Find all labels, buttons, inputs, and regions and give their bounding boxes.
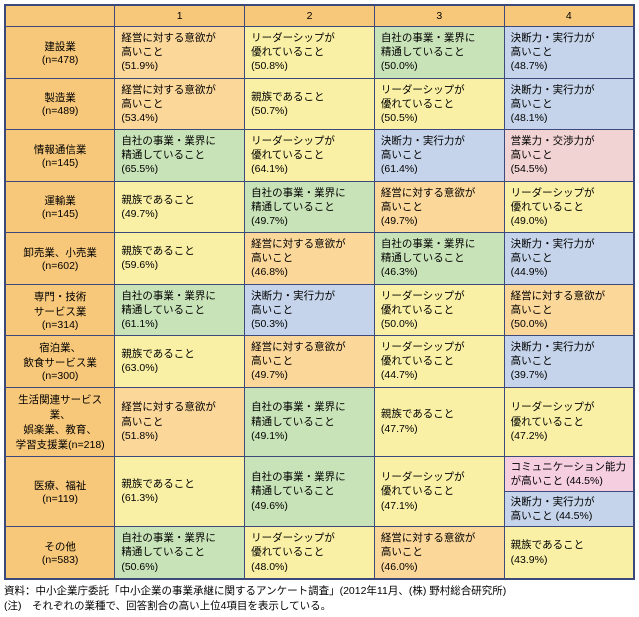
col-header-3: 3 xyxy=(374,5,504,27)
table-row: 運輸業 (n=145)親族であること (49.7%)自社の事業・業界に 精通して… xyxy=(5,181,634,233)
data-cell: 経営に対する意欲が 高いこと (46.8%) xyxy=(245,233,375,285)
table-row: 卸売業、小売業 (n=602)親族であること (59.6%)経営に対する意欲が … xyxy=(5,233,634,285)
data-cell: 決断力・実行力が 高いこと (48.7%) xyxy=(504,27,634,79)
row-header: 専門・技術 サービス業 (n=314) xyxy=(5,284,115,336)
col-header-1: 1 xyxy=(115,5,245,27)
data-cell: リーダーシップが 優れていること (44.7%) xyxy=(374,336,504,388)
data-cell: 決断力・実行力が 高いこと (48.1%) xyxy=(504,78,634,130)
data-cell: 自社の事業・業界に 精通していること (65.5%) xyxy=(115,130,245,182)
row-header: 宿泊業、 飲食サービス業 (n=300) xyxy=(5,336,115,388)
data-cell: 親族であること (61.3%) xyxy=(115,456,245,527)
row-header: 運輸業 (n=145) xyxy=(5,181,115,233)
data-cell: 決断力・実行力が 高いこと (39.7%) xyxy=(504,336,634,388)
data-cell: 自社の事業・業界に 精通していること (61.1%) xyxy=(115,284,245,336)
table-row: 宿泊業、 飲食サービス業 (n=300)親族であること (63.0%)経営に対す… xyxy=(5,336,634,388)
table-row: 専門・技術 サービス業 (n=314)自社の事業・業界に 精通していること (6… xyxy=(5,284,634,336)
data-cell: リーダーシップが 優れていること (47.2%) xyxy=(504,387,634,456)
data-cell: コミュニケーション能力 が高いこと (44.5%)決断力・実行力が 高いこと (… xyxy=(504,456,634,527)
data-cell: 決断力・実行力が 高いこと (44.9%) xyxy=(504,233,634,285)
row-header: 卸売業、小売業 (n=602) xyxy=(5,233,115,285)
data-cell: リーダーシップが 優れていること (47.1%) xyxy=(374,456,504,527)
data-cell: リーダーシップが 優れていること (50.8%) xyxy=(245,27,375,79)
data-cell: リーダーシップが 優れていること (64.1%) xyxy=(245,130,375,182)
row-header: 医療、福祉 (n=119) xyxy=(5,456,115,527)
data-cell: 経営に対する意欲が 高いこと (51.9%) xyxy=(115,27,245,79)
data-cell: 親族であること (50.7%) xyxy=(245,78,375,130)
row-header: 生活関連サービス業、 娯楽業、教育、 学習支援業(n=218) xyxy=(5,387,115,456)
data-cell: 決断力・実行力が 高いこと (50.3%) xyxy=(245,284,375,336)
data-cell: 親族であること (49.7%) xyxy=(115,181,245,233)
data-cell: リーダーシップが 優れていること (50.0%) xyxy=(374,284,504,336)
data-cell: 営業力・交渉力が 高いこと (54.5%) xyxy=(504,130,634,182)
data-cell: 親族であること (47.7%) xyxy=(374,387,504,456)
data-cell: リーダーシップが 優れていること (50.5%) xyxy=(374,78,504,130)
data-cell: 経営に対する意欲が 高いこと (49.7%) xyxy=(245,336,375,388)
table-row: 製造業 (n=489)経営に対する意欲が 高いこと (53.4%)親族であること… xyxy=(5,78,634,130)
table-row: 建設業 (n=478)経営に対する意欲が 高いこと (51.9%)リーダーシップ… xyxy=(5,27,634,79)
data-cell: 親族であること (63.0%) xyxy=(115,336,245,388)
table-row: 医療、福祉 (n=119)親族であること (61.3%)自社の事業・業界に 精通… xyxy=(5,456,634,527)
data-cell: 親族であること (59.6%) xyxy=(115,233,245,285)
data-cell: リーダーシップが 優れていること (49.0%) xyxy=(504,181,634,233)
data-cell: 決断力・実行力が 高いこと (61.4%) xyxy=(374,130,504,182)
data-cell: 経営に対する意欲が 高いこと (49.7%) xyxy=(374,181,504,233)
row-header: 製造業 (n=489) xyxy=(5,78,115,130)
data-cell: 自社の事業・業界に 精通していること (49.7%) xyxy=(245,181,375,233)
table-row: 情報通信業 (n=145)自社の事業・業界に 精通していること (65.5%)リ… xyxy=(5,130,634,182)
row-header: 建設業 (n=478) xyxy=(5,27,115,79)
data-cell: 自社の事業・業界に 精通していること (49.6%) xyxy=(245,456,375,527)
data-cell: 経営に対する意欲が 高いこと (53.4%) xyxy=(115,78,245,130)
data-cell: 経営に対する意欲が 高いこと (50.0%) xyxy=(504,284,634,336)
data-cell: 自社の事業・業界に 精通していること (46.3%) xyxy=(374,233,504,285)
table-footnote: 資料：中小企業庁委託「中小企業の事業承継に関するアンケート調査」(2012年11… xyxy=(4,584,635,613)
col-header-2: 2 xyxy=(245,5,375,27)
row-header: 情報通信業 (n=145) xyxy=(5,130,115,182)
industry-ranking-table: 1234 建設業 (n=478)経営に対する意欲が 高いこと (51.9%)リー… xyxy=(4,4,635,580)
corner-header xyxy=(5,5,115,27)
data-cell: 自社の事業・業界に 精通していること (50.0%) xyxy=(374,27,504,79)
table-row: 生活関連サービス業、 娯楽業、教育、 学習支援業(n=218)経営に対する意欲が… xyxy=(5,387,634,456)
data-cell: 自社の事業・業界に 精通していること (49.1%) xyxy=(245,387,375,456)
col-header-4: 4 xyxy=(504,5,634,27)
data-cell: 経営に対する意欲が 高いこと (51.8%) xyxy=(115,387,245,456)
